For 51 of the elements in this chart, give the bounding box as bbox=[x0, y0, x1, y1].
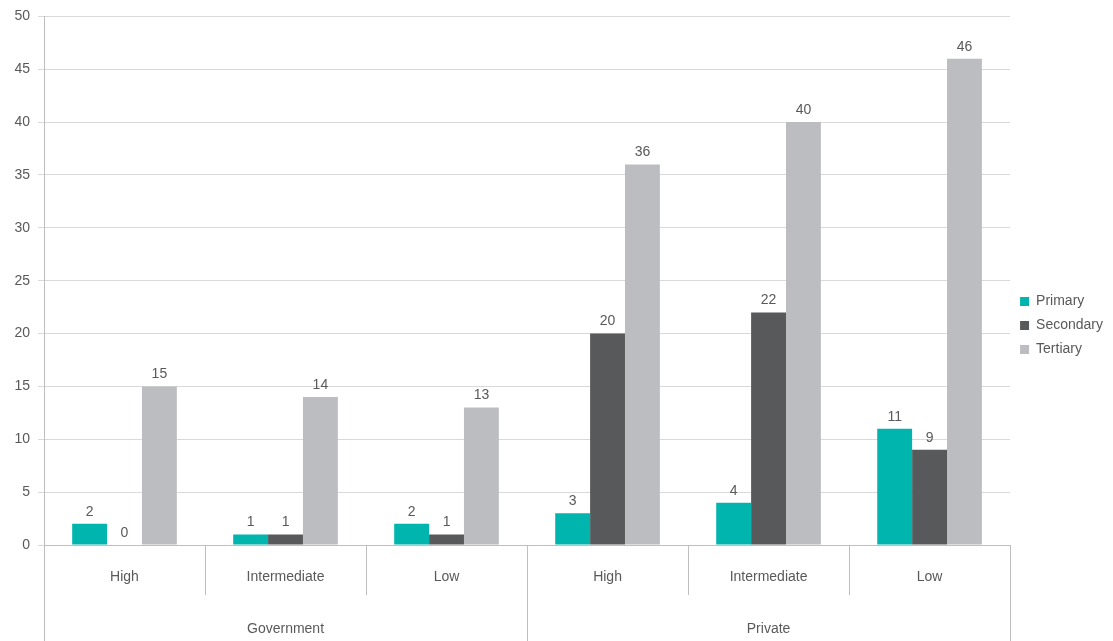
x-tick-label: Intermediate bbox=[246, 568, 325, 585]
bar bbox=[268, 534, 303, 545]
bar bbox=[72, 523, 108, 545]
data-label: 1 bbox=[246, 513, 255, 530]
bar bbox=[751, 312, 786, 545]
y-tick-label: 0 bbox=[22, 535, 31, 552]
x-tick-label: High bbox=[593, 568, 622, 585]
data-label: 40 bbox=[795, 100, 812, 117]
x-tick-label: Intermediate bbox=[729, 568, 808, 585]
data-label: 3 bbox=[568, 492, 577, 509]
y-tick-label: 35 bbox=[14, 165, 31, 182]
data-label: 4 bbox=[729, 481, 738, 498]
y-tick-label: 50 bbox=[14, 7, 31, 24]
data-label: 46 bbox=[956, 37, 973, 54]
y-tick-label: 5 bbox=[22, 483, 31, 499]
legend-label: Primary bbox=[1036, 292, 1085, 309]
bar bbox=[912, 449, 948, 545]
x-tick-label: High bbox=[110, 568, 139, 585]
bar bbox=[429, 534, 464, 545]
data-label: 1 bbox=[442, 513, 451, 530]
x-tick-label: Low bbox=[916, 568, 944, 585]
data-label: 20 bbox=[599, 312, 616, 329]
bar bbox=[877, 428, 913, 545]
bar bbox=[590, 333, 625, 545]
bar bbox=[555, 513, 591, 545]
data-label: 11 bbox=[887, 407, 903, 424]
data-label: 1 bbox=[281, 513, 290, 530]
y-tick-label: 20 bbox=[14, 324, 31, 341]
y-tick-label: 15 bbox=[14, 377, 31, 394]
data-label: 22 bbox=[760, 291, 777, 308]
legend-label: Secondary bbox=[1036, 316, 1104, 333]
data-label: 14 bbox=[312, 375, 329, 392]
data-label: 9 bbox=[925, 428, 934, 445]
bar bbox=[394, 523, 430, 545]
data-label: 13 bbox=[473, 386, 490, 403]
data-label: 2 bbox=[85, 502, 94, 519]
data-label: 15 bbox=[151, 365, 168, 382]
y-tick-label: 40 bbox=[14, 112, 31, 129]
y-tick-label: 10 bbox=[14, 430, 31, 447]
text: Private bbox=[746, 619, 791, 636]
text: Government bbox=[246, 619, 325, 636]
y-tick-label: 25 bbox=[14, 271, 31, 288]
data-label: 36 bbox=[634, 143, 651, 160]
data-label: 0 bbox=[120, 523, 129, 540]
x-tick-label: Low bbox=[433, 568, 461, 585]
bar bbox=[716, 502, 752, 545]
y-tick-label: 30 bbox=[14, 218, 31, 235]
bar bbox=[233, 534, 269, 545]
data-label: 2 bbox=[407, 502, 416, 519]
y-tick-label: 45 bbox=[14, 60, 31, 77]
legend-label: Tertiary bbox=[1036, 340, 1082, 357]
